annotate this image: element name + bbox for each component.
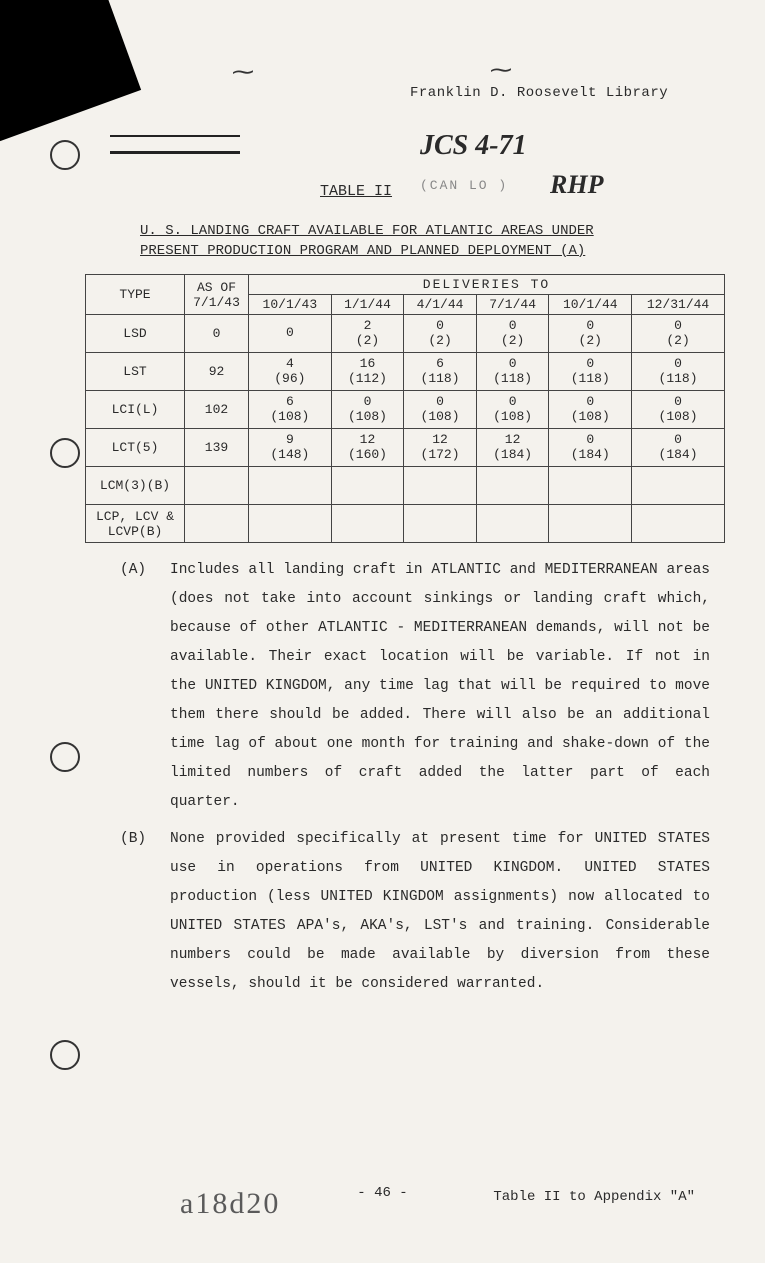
cell-type: LSD — [86, 315, 185, 353]
cell-asof — [185, 505, 249, 543]
cell-delivery: 6 (118) — [404, 353, 477, 391]
cell-delivery: 0 (118) — [632, 353, 725, 391]
table-row: LCI(L)1026 (108)0 (108)0 (108)0 (108)0 (… — [86, 391, 725, 429]
cell-delivery: 0 (118) — [476, 353, 549, 391]
note-body: None provided specifically at present ti… — [170, 825, 710, 999]
cell-delivery: 0 (108) — [476, 391, 549, 429]
cell-delivery: 0 (184) — [632, 429, 725, 467]
appendix-reference: Table II to Appendix "A" — [493, 1189, 695, 1205]
cell-delivery: 12 (172) — [404, 429, 477, 467]
col-date: 7/1/44 — [476, 295, 549, 315]
cell-type: LST — [86, 353, 185, 391]
document-title: U. S. LANDING CRAFT AVAILABLE FOR ATLANT… — [140, 222, 700, 261]
col-deliveries: DELIVERIES TO — [249, 275, 725, 295]
tilde-mark: ⁓ — [490, 58, 512, 84]
col-date: 12/31/44 — [632, 295, 725, 315]
cell-delivery: 0 (108) — [404, 391, 477, 429]
scan-corner-artifact — [0, 0, 141, 141]
title-line-1: U. S. LANDING CRAFT AVAILABLE FOR ATLANT… — [140, 223, 594, 239]
cell-delivery: 0 (2) — [476, 315, 549, 353]
col-date: 4/1/44 — [404, 295, 477, 315]
table-row: LCT(5)1399 (148)12 (160)12 (172)12 (184)… — [86, 429, 725, 467]
punch-hole-icon — [50, 438, 80, 468]
cell-delivery — [476, 505, 549, 543]
cell-delivery: 2 (2) — [331, 315, 404, 353]
col-date: 1/1/44 — [331, 295, 404, 315]
note-body: Includes all landing craft in ATLANTIC a… — [170, 556, 710, 817]
cell-type: LCM(3)(B) — [86, 467, 185, 505]
document-id-stamp: a18d20 — [180, 1187, 280, 1221]
cell-delivery — [632, 505, 725, 543]
cell-delivery: 0 (108) — [331, 391, 404, 429]
col-asof-text: AS OF 7/1/43 — [193, 280, 240, 310]
punch-hole-icon — [50, 1040, 80, 1070]
cell-type: LCP, LCV & LCVP(B) — [86, 505, 185, 543]
table-row: LCP, LCV & LCVP(B) — [86, 505, 725, 543]
punch-hole-icon — [50, 742, 80, 772]
punch-hole-icon — [50, 140, 80, 170]
cell-delivery: 0 (2) — [404, 315, 477, 353]
jcs-handwritten: JCS 4-71 — [420, 130, 527, 162]
note-a: (A) Includes all landing craft in ATLANT… — [120, 556, 710, 817]
cell-delivery: 12 (184) — [476, 429, 549, 467]
table-row: LST924 (96)16 (112)6 (118)0 (118)0 (118)… — [86, 353, 725, 391]
cell-asof — [185, 467, 249, 505]
col-asof: AS OF 7/1/43 — [185, 275, 249, 315]
cell-type: LCT(5) — [86, 429, 185, 467]
cell-delivery — [549, 505, 632, 543]
table-number-label: TABLE II — [320, 183, 392, 200]
cell-delivery: 0 (118) — [549, 353, 632, 391]
page-number: - 46 - — [357, 1185, 407, 1201]
cell-delivery: 0 (108) — [549, 391, 632, 429]
rule-mark — [110, 135, 240, 154]
cell-delivery: 0 (2) — [549, 315, 632, 353]
cell-delivery — [249, 505, 332, 543]
faint-text: (CAN LO ) — [420, 178, 508, 193]
cell-delivery: 9 (148) — [249, 429, 332, 467]
cell-delivery: 0 (2) — [632, 315, 725, 353]
cell-delivery — [632, 467, 725, 505]
cell-type: LCI(L) — [86, 391, 185, 429]
rhp-initials: RHP — [550, 170, 603, 200]
table-body: LSD002 (2)0 (2)0 (2)0 (2)0 (2)LST924 (96… — [86, 315, 725, 543]
cell-delivery: 4 (96) — [249, 353, 332, 391]
cell-asof: 139 — [185, 429, 249, 467]
tilde-mark: ⁓ — [232, 60, 254, 86]
cell-delivery — [331, 467, 404, 505]
cell-delivery: 0 — [249, 315, 332, 353]
note-b: (B) None provided specifically at presen… — [120, 825, 710, 999]
col-type: TYPE — [86, 275, 185, 315]
table-head: TYPE AS OF 7/1/43 DELIVERIES TO 10/1/43 … — [86, 275, 725, 315]
cell-delivery — [549, 467, 632, 505]
note-tag: (A) — [120, 556, 170, 817]
document-page: ⁓ ⁓ Franklin D. Roosevelt Library JCS 4-… — [0, 0, 765, 1263]
cell-delivery — [476, 467, 549, 505]
cell-delivery: 0 (184) — [549, 429, 632, 467]
cell-delivery — [249, 467, 332, 505]
col-date: 10/1/43 — [249, 295, 332, 315]
cell-delivery: 16 (112) — [331, 353, 404, 391]
cell-asof: 92 — [185, 353, 249, 391]
cell-delivery — [404, 505, 477, 543]
cell-delivery — [404, 467, 477, 505]
landing-craft-table: TYPE AS OF 7/1/43 DELIVERIES TO 10/1/43 … — [85, 274, 725, 543]
cell-delivery: 12 (160) — [331, 429, 404, 467]
cell-asof: 102 — [185, 391, 249, 429]
note-tag: (B) — [120, 825, 170, 999]
table-row: LCM(3)(B) — [86, 467, 725, 505]
cell-asof: 0 — [185, 315, 249, 353]
table-row: LSD002 (2)0 (2)0 (2)0 (2)0 (2) — [86, 315, 725, 353]
notes-block: (A) Includes all landing craft in ATLANT… — [120, 556, 710, 1007]
library-stamp: Franklin D. Roosevelt Library — [410, 85, 668, 101]
title-line-2: PRESENT PRODUCTION PROGRAM AND PLANNED D… — [140, 243, 585, 259]
cell-delivery: 0 (108) — [632, 391, 725, 429]
cell-delivery: 6 (108) — [249, 391, 332, 429]
cell-delivery — [331, 505, 404, 543]
col-date: 10/1/44 — [549, 295, 632, 315]
